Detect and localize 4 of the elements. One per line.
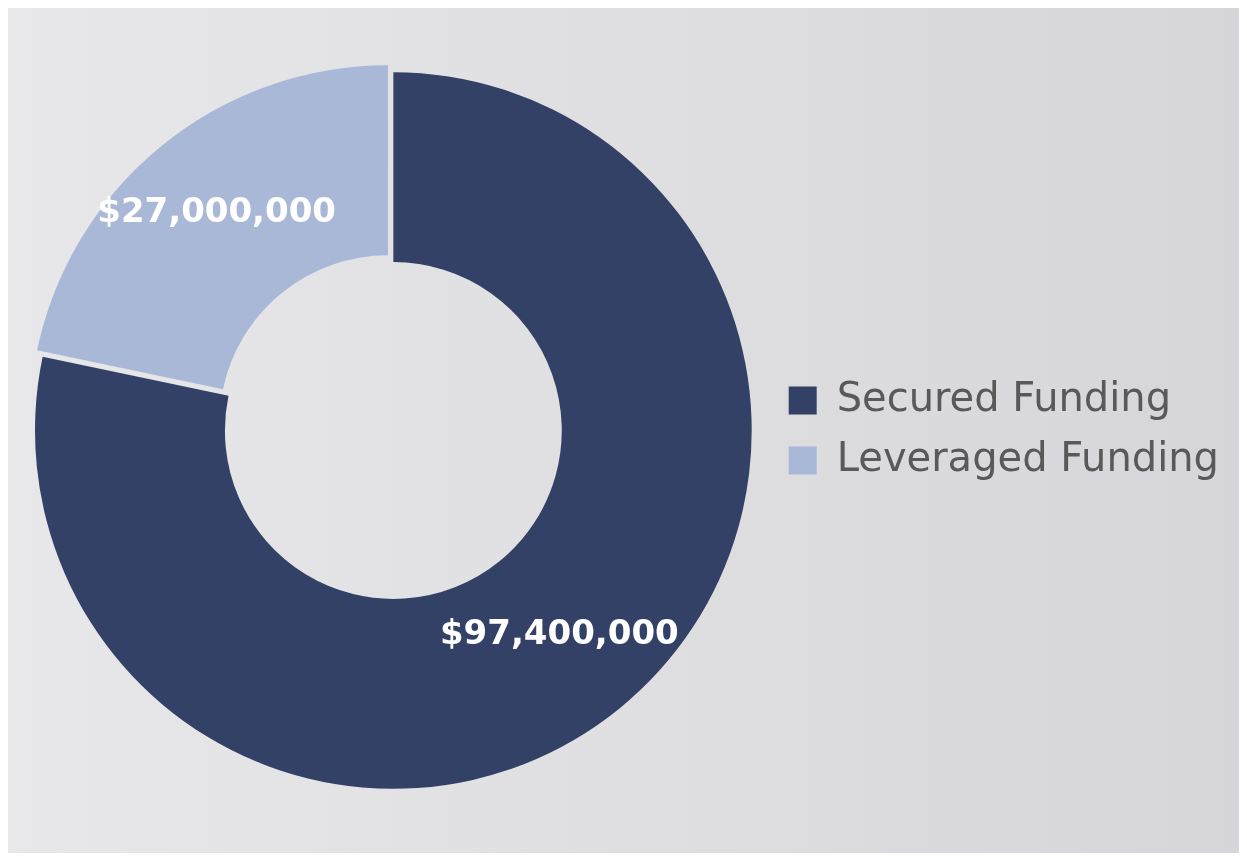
legend-label: Secured Funding (836, 373, 1172, 420)
data-label: $27,000,000 (97, 189, 337, 230)
legend-label: Leveraged Funding (836, 433, 1220, 480)
data-label: $97,400,000 (439, 611, 679, 652)
